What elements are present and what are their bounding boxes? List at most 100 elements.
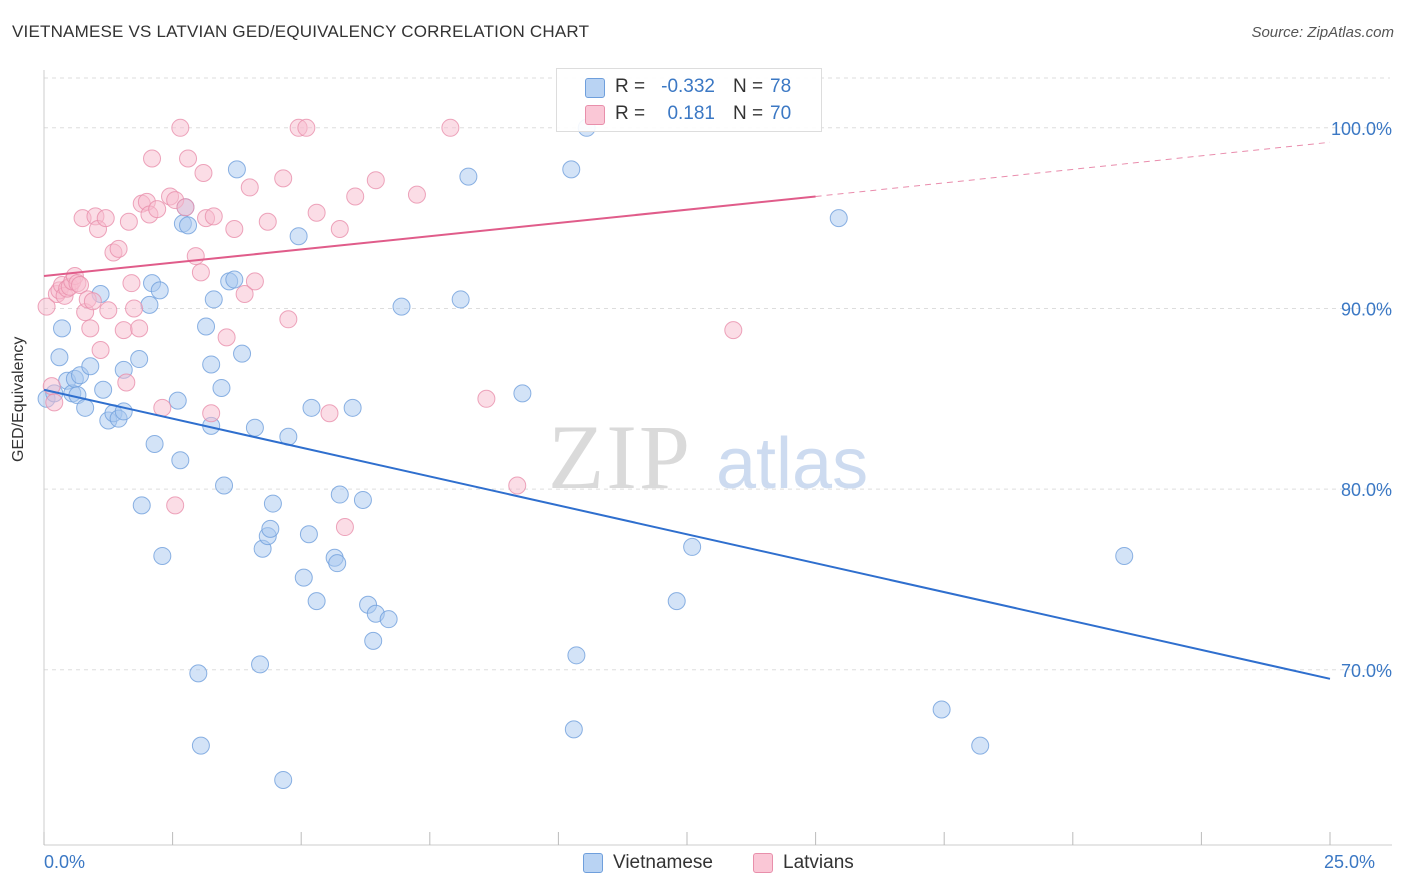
vietnamese-point bbox=[683, 537, 702, 556]
vietnamese-point bbox=[567, 646, 586, 665]
latvians-point bbox=[245, 272, 264, 291]
latvians-swatch bbox=[585, 105, 605, 125]
latvians-point bbox=[91, 341, 110, 360]
vietnamese-point bbox=[225, 270, 244, 289]
x-tick-label-max: 25.0% bbox=[1324, 852, 1376, 872]
vietnamese-point bbox=[261, 519, 280, 538]
vietnamese-point bbox=[274, 770, 293, 789]
vietnamese-point bbox=[53, 319, 72, 338]
watermark-atlas: atlas bbox=[716, 424, 868, 504]
latvians-point bbox=[130, 319, 149, 338]
latvians-point bbox=[71, 275, 90, 294]
latvians-point bbox=[179, 149, 198, 168]
vietnamese-n-value: 78 bbox=[770, 76, 792, 97]
vietnamese-point bbox=[263, 494, 282, 513]
latvians-point bbox=[114, 321, 133, 340]
vietnamese-point bbox=[204, 290, 223, 309]
vietnamese-point bbox=[299, 525, 318, 544]
legend-label-vietnamese: Vietnamese bbox=[613, 852, 713, 873]
latvians-point bbox=[335, 518, 354, 537]
y-tick-label: 100.0% bbox=[1331, 119, 1392, 139]
vietnamese-point bbox=[153, 546, 172, 565]
latvians-legend-swatch bbox=[753, 853, 773, 873]
vietnamese-point bbox=[227, 160, 246, 179]
vietnamese-point bbox=[328, 554, 347, 573]
latvians-point bbox=[240, 178, 259, 197]
r-label: R = bbox=[615, 103, 646, 124]
latvians-point bbox=[407, 185, 426, 204]
vietnamese-point bbox=[212, 378, 231, 397]
latvians-point bbox=[274, 169, 293, 188]
source-label: Source: ZipAtlas.com bbox=[1251, 24, 1394, 41]
latvians-point bbox=[119, 212, 138, 231]
trend-layer bbox=[43, 141, 1331, 680]
latvians-point bbox=[166, 496, 185, 515]
vietnamese-point bbox=[829, 209, 848, 228]
vietnamese-point bbox=[251, 655, 270, 674]
vietnamese-swatch bbox=[585, 78, 605, 98]
vietnamese-point bbox=[145, 434, 164, 453]
vietnamese-point bbox=[168, 391, 187, 410]
latvians-point bbox=[320, 404, 339, 423]
latvians-point bbox=[109, 239, 128, 258]
latvians-point bbox=[99, 301, 118, 320]
x-tick-label-min: 0.0% bbox=[44, 852, 86, 872]
latvians-point bbox=[96, 209, 115, 228]
vietnamese-point bbox=[562, 160, 581, 179]
vietnamese-point bbox=[191, 736, 210, 755]
vietnamese-point bbox=[171, 451, 190, 470]
vietnamese-point bbox=[215, 476, 234, 495]
vietnamese-point bbox=[150, 281, 169, 300]
latvians-point bbox=[279, 310, 298, 329]
latvians-point bbox=[81, 319, 100, 338]
axis-layer: 70.0% 80.0% 90.0% 100.0% bbox=[43, 70, 1392, 846]
latvians-point bbox=[171, 118, 190, 137]
vietnamese-point bbox=[330, 485, 349, 504]
n-label: N = bbox=[733, 103, 764, 124]
vietnamese-point bbox=[245, 418, 264, 437]
latvians-point bbox=[508, 476, 527, 495]
latvians-r-value: 0.181 bbox=[667, 103, 715, 124]
legend-label-latvians: Latvians bbox=[783, 852, 854, 873]
latvians-point bbox=[441, 118, 460, 137]
vietnamese-point bbox=[307, 592, 326, 611]
vietnamese-r-value: -0.332 bbox=[661, 76, 715, 97]
stats-legend: R = -0.332 N = 78 R = 0.181 N = 70 bbox=[556, 68, 822, 132]
latvians-point bbox=[225, 219, 244, 238]
vietnamese-point bbox=[233, 344, 252, 363]
latvians-point bbox=[45, 393, 64, 412]
vietnamese-point bbox=[81, 357, 100, 376]
y-tick-label: 90.0% bbox=[1341, 299, 1392, 319]
latvians-trend-extension bbox=[815, 141, 1331, 197]
latvians-point bbox=[143, 149, 162, 168]
vietnamese-point bbox=[1115, 546, 1134, 565]
vietnamese-point bbox=[179, 216, 198, 235]
latvians-point bbox=[330, 219, 349, 238]
latvians-point bbox=[153, 398, 172, 417]
vietnamese-point bbox=[289, 227, 308, 246]
vietnamese-point bbox=[451, 290, 470, 309]
latvians-point bbox=[204, 207, 223, 226]
latvians-point bbox=[346, 187, 365, 206]
vietnamese-point bbox=[94, 380, 113, 399]
grid-layer bbox=[44, 77, 1390, 671]
stats-row-vietnamese: R = -0.332 N = 78 bbox=[557, 74, 821, 100]
vietnamese-point bbox=[302, 398, 321, 417]
vietnamese-point bbox=[353, 490, 372, 509]
latvians-point bbox=[176, 198, 195, 217]
vietnamese-point bbox=[130, 350, 149, 369]
r-label: R = bbox=[615, 76, 646, 97]
vietnamese-point bbox=[392, 297, 411, 316]
y-tick-label: 70.0% bbox=[1341, 661, 1392, 681]
latvians-point bbox=[186, 247, 205, 266]
vietnamese-point bbox=[294, 568, 313, 587]
watermark-zip: ZIP bbox=[548, 406, 692, 508]
y-tick-label: 80.0% bbox=[1341, 480, 1392, 500]
latvians-point bbox=[194, 163, 213, 182]
vietnamese-legend-swatch bbox=[583, 853, 603, 873]
vietnamese-point bbox=[513, 384, 532, 403]
vietnamese-point bbox=[140, 295, 159, 314]
latvians-n-value: 70 bbox=[770, 103, 792, 124]
latvians-point bbox=[235, 285, 254, 304]
